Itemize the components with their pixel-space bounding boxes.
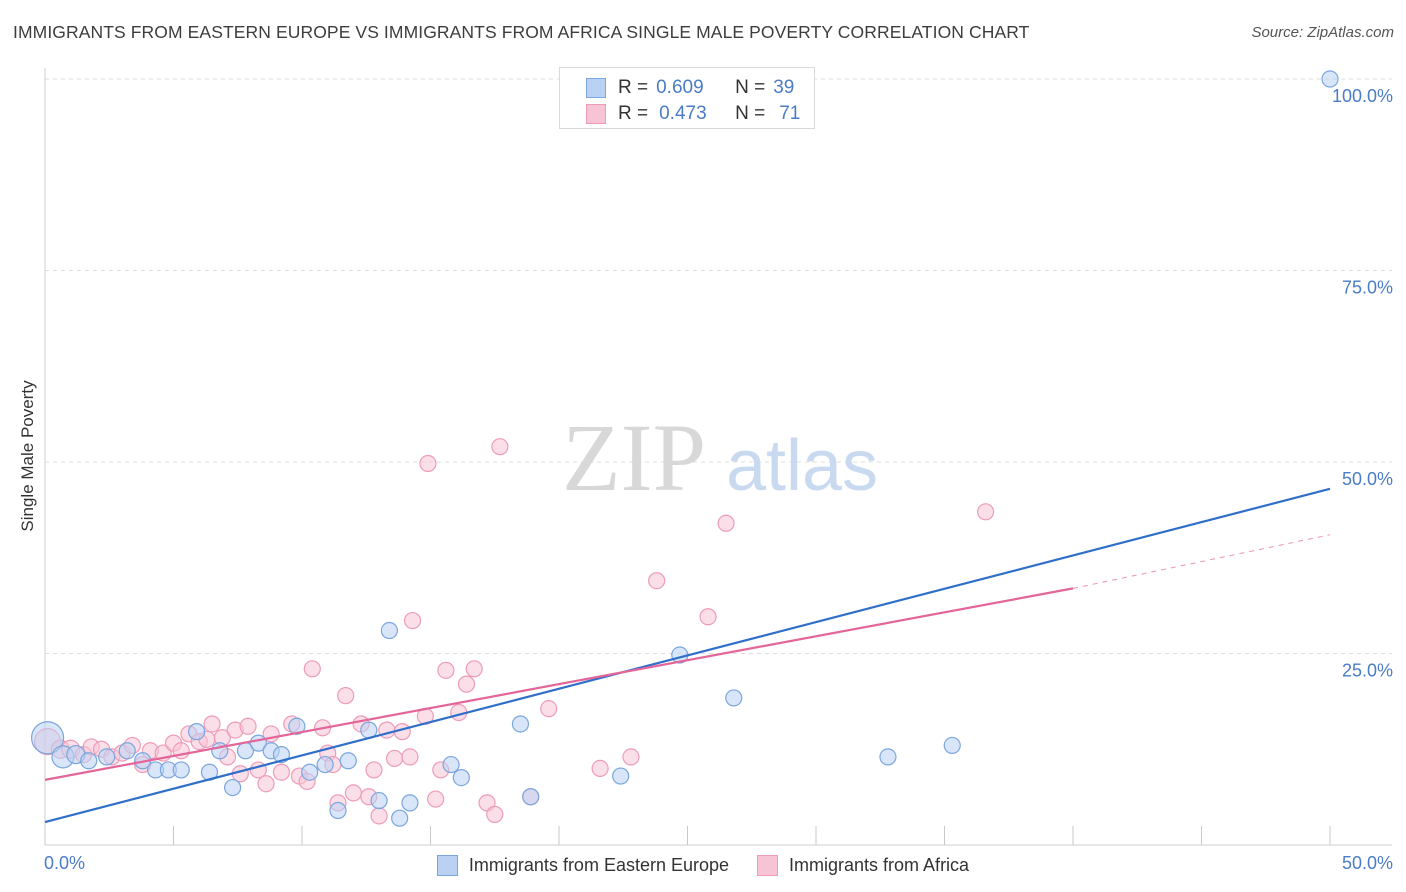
africa-point: [403, 611, 422, 630]
r-value: 0.473: [659, 103, 707, 124]
legend-row-eastern-europe: R = 0.609 N = 39: [586, 76, 794, 100]
correlation-legend: R = 0.609 N = 39 R = 0.473 N = 71: [559, 67, 815, 129]
eastern-europe-point: [288, 717, 306, 735]
n-value: 39: [773, 77, 795, 98]
r-value: 0.609: [656, 77, 704, 98]
africa-point: [717, 514, 735, 532]
y-tick-label-75: 75.0%: [1342, 278, 1393, 298]
africa-point: [540, 700, 558, 718]
africa-point: [977, 503, 995, 521]
chart-title: IMMIGRANTS FROM EASTERN EUROPE VS IMMIGR…: [13, 22, 1030, 42]
eastern-europe-trend-line: [44, 487, 1331, 824]
eastern-europe-point: [442, 755, 460, 774]
africa-point: [486, 805, 504, 823]
eastern-europe-point: [612, 767, 630, 785]
africa-point: [272, 763, 291, 781]
source-credit: Source: ZipAtlas.com: [1251, 24, 1394, 41]
africa-point: [648, 572, 666, 590]
eastern-europe-point: [511, 715, 530, 733]
legend-swatch-pink: [757, 854, 779, 876]
gridlines: [45, 78, 1392, 654]
eastern-europe-point: [725, 689, 743, 707]
africa-point: [239, 717, 257, 735]
watermark-zip: ZIP: [562, 404, 706, 511]
africa-point: [365, 761, 383, 779]
africa-point: [401, 748, 419, 766]
eastern-europe-point: [316, 755, 334, 774]
eastern-europe-points: [30, 70, 1339, 827]
africa-point: [257, 775, 275, 793]
legend-swatch-pink: [586, 104, 606, 124]
africa-trend-line: [44, 587, 1074, 781]
eastern-europe-point: [301, 763, 319, 781]
tick-labels: 25.0% 50.0% 75.0% 100.0% 0.0% 50.0%: [44, 86, 1393, 873]
legend-swatch-blue: [436, 854, 458, 876]
eastern-europe-point: [98, 748, 116, 766]
y-tick-label-100: 100.0%: [1332, 86, 1393, 106]
africa-point: [427, 790, 445, 808]
eastern-europe-point: [391, 809, 409, 827]
eastern-europe-point: [1321, 70, 1339, 88]
n-label: N =: [735, 103, 766, 124]
africa-point: [491, 438, 509, 456]
n-value: 71: [779, 103, 801, 124]
eastern-europe-point: [401, 794, 419, 812]
eastern-europe-point: [118, 742, 136, 760]
eastern-europe-point: [452, 768, 470, 787]
eastern-europe-point: [224, 778, 242, 797]
n-label: N =: [735, 77, 766, 98]
africa-point: [303, 660, 321, 678]
africa-point: [370, 807, 388, 825]
trend-lines: [44, 487, 1331, 824]
y-tick-label-25: 25.0%: [1342, 661, 1393, 681]
legend-label: Immigrants from Eastern Europe: [468, 854, 730, 875]
series-legend: Immigrants from Eastern Europe Immigrant…: [0, 851, 1406, 879]
watermark: ZIP atlas: [562, 404, 878, 511]
r-label: R =: [618, 103, 649, 124]
africa-point: [437, 661, 455, 679]
africa-point: [337, 687, 355, 705]
eastern-europe-point: [380, 621, 398, 640]
africa-point: [457, 675, 476, 693]
africa-point: [385, 749, 404, 768]
eastern-europe-point: [370, 791, 388, 810]
africa-point: [344, 784, 362, 802]
eastern-europe-point: [329, 801, 347, 820]
eastern-europe-point: [80, 752, 98, 770]
africa-point: [419, 454, 437, 473]
eastern-europe-point: [188, 723, 206, 741]
eastern-europe-point: [172, 761, 190, 779]
legend-label: Immigrants from Africa: [789, 854, 970, 875]
eastern-europe-point: [943, 736, 961, 755]
watermark-atlas: atlas: [726, 426, 878, 506]
y-tick-label-50: 50.0%: [1342, 469, 1393, 489]
x-tick-label-min: 0.0%: [44, 853, 85, 873]
africa-point: [591, 759, 609, 778]
eastern-europe-point: [30, 721, 65, 755]
africa-point: [465, 660, 483, 678]
legend-item-africa[interactable]: Immigrants from Africa: [757, 854, 970, 876]
africa-point: [699, 608, 717, 626]
legend-swatch-blue: [586, 78, 606, 98]
eastern-europe-point: [339, 752, 357, 770]
legend-row-africa: R = 0.473 N = 71: [586, 102, 800, 126]
africa-trend-line-extension: [1072, 534, 1331, 589]
r-label: R =: [618, 77, 649, 98]
africa-point: [203, 715, 221, 733]
x-tick-label-max: 50.0%: [1342, 853, 1393, 873]
eastern-europe-point: [522, 788, 540, 806]
africa-point: [622, 748, 640, 766]
legend-item-eastern-europe[interactable]: Immigrants from Eastern Europe: [436, 854, 730, 876]
axes: [44, 68, 1392, 846]
eastern-europe-point: [879, 748, 897, 766]
